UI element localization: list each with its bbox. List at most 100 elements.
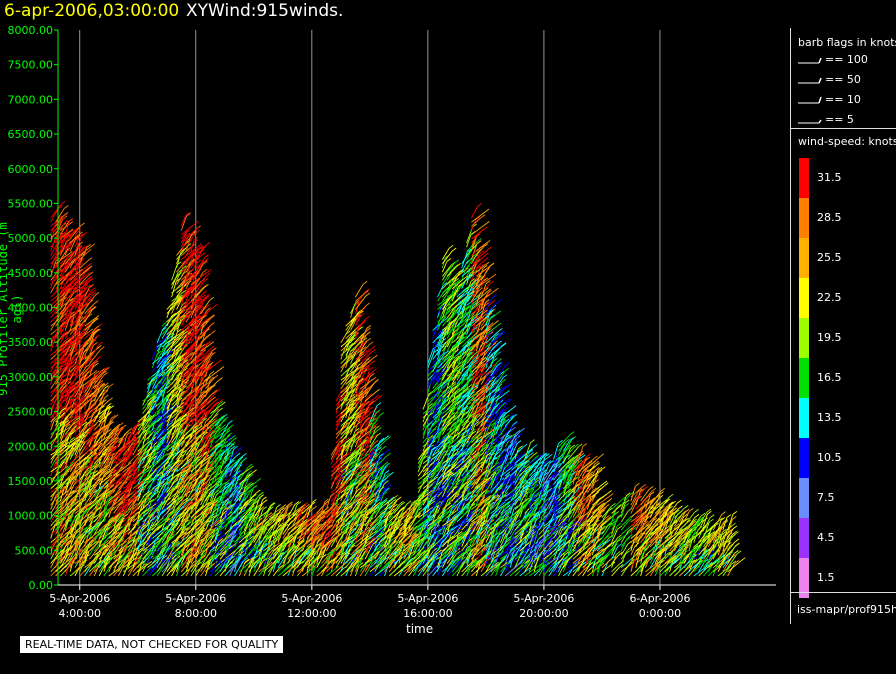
wind-barb: [98, 492, 111, 506]
wind-barb-flag: [182, 289, 187, 294]
wind-barb: [64, 429, 73, 439]
wind-barb: [166, 307, 172, 319]
wind-barb: [60, 378, 69, 389]
wind-barb: [79, 409, 90, 423]
wind-barb-flag: [115, 423, 121, 428]
wind-barb: [142, 449, 157, 460]
wind-barb: [64, 482, 70, 493]
wind-barb-flag: [172, 342, 178, 347]
wind-barb: [166, 327, 176, 335]
wind-barb-flag: [206, 272, 211, 277]
wind-barb-flag: [181, 469, 186, 474]
wind-barb: [161, 449, 166, 460]
wind-barb: [132, 540, 138, 556]
wind-barb: [151, 353, 158, 369]
wind-barb: [103, 528, 110, 539]
wind-barb: [84, 295, 93, 306]
wind-barb-flag: [119, 497, 124, 501]
wind-barb-flag: [177, 328, 182, 333]
wind-barb-flag: [248, 463, 253, 468]
wind-barb-flag: [127, 427, 133, 432]
wind-barb: [88, 337, 96, 352]
wind-barb: [64, 342, 72, 352]
wind-barb-flag: [125, 530, 130, 535]
wind-barb-flag: [80, 433, 86, 438]
wind-barb: [84, 373, 94, 381]
wind-barb: [55, 442, 64, 452]
wind-barb: [60, 232, 70, 244]
wind-barb: [146, 379, 153, 389]
wind-barb-flag: [108, 436, 113, 440]
wind-barb-flag: [164, 446, 170, 451]
wind-barb-flag: [89, 471, 95, 476]
wind-barb-flag: [93, 456, 98, 461]
wind-barb-flag: [143, 450, 149, 454]
wind-barb-flag: [89, 408, 94, 413]
wind-barb: [166, 324, 177, 339]
wind-barb-flag: [232, 437, 238, 441]
wind-barb: [118, 553, 129, 568]
wind-barb: [161, 396, 169, 414]
wind-barb-flag: [176, 295, 181, 300]
wind-barb-flag: [166, 354, 172, 358]
wind-barb: [93, 373, 103, 385]
wind-barb-flag: [185, 542, 190, 547]
wind-barb-flag: [159, 541, 165, 546]
wind-barb: [69, 537, 78, 552]
wind-barb: [108, 430, 115, 448]
wind-barb: [74, 280, 87, 290]
wind-barb: [74, 335, 82, 348]
wind-barb-flag: [128, 492, 134, 496]
wind-barb-flag: [150, 564, 155, 569]
wind-barb: [176, 421, 182, 431]
wind-barb: [84, 532, 98, 544]
wind-barb-flag: [124, 498, 130, 502]
wind-barb-flag: [60, 201, 66, 205]
wind-barb: [84, 550, 90, 564]
wind-barb-flag: [117, 482, 122, 486]
wind-barb: [50, 524, 56, 539]
wind-barb: [74, 390, 81, 402]
wind-barb-flag: [74, 500, 80, 504]
wind-barb: [146, 516, 151, 527]
wind-barb-flag: [85, 271, 91, 276]
wind-barb-flag: [163, 489, 169, 494]
wind-barb-flag: [161, 509, 166, 513]
wind-barb: [84, 303, 95, 315]
wind-barb: [64, 221, 70, 235]
wind-barb: [74, 482, 88, 494]
wind-barb: [50, 271, 58, 281]
wind-barb-flag: [75, 416, 81, 421]
wind-barb: [156, 539, 168, 552]
wind-barb: [84, 441, 97, 456]
wind-barb: [84, 457, 91, 469]
wind-barb: [171, 447, 177, 464]
wind-barb: [103, 439, 113, 448]
wind-barb-flag: [194, 220, 199, 225]
wind-barb: [69, 396, 75, 406]
wind-barb: [50, 305, 61, 319]
wind-barb: [84, 362, 94, 373]
wind-barb-flag: [74, 227, 79, 231]
wind-barb: [74, 416, 83, 427]
wind-barb-flag: [86, 284, 91, 289]
wind-barb: [69, 409, 77, 423]
wind-barb: [118, 476, 130, 489]
wind-barb: [74, 297, 82, 310]
wind-barb: [64, 533, 77, 548]
wind-barb: [50, 459, 57, 477]
wind-barb: [166, 565, 176, 577]
wind-barb: [55, 490, 65, 498]
wind-barb: [113, 523, 121, 539]
wind-barb-flag: [204, 254, 210, 258]
wind-barb-flag: [97, 471, 103, 475]
wind-barb: [161, 509, 171, 519]
wind-barb: [98, 411, 106, 427]
wind-barb-flag: [76, 522, 81, 526]
wind-barb: [171, 281, 177, 298]
wind-barb-flag: [213, 303, 218, 308]
wind-barb: [88, 332, 95, 344]
wind-barb: [88, 510, 98, 527]
wind-barb: [64, 314, 72, 331]
wind-barb: [122, 470, 132, 485]
